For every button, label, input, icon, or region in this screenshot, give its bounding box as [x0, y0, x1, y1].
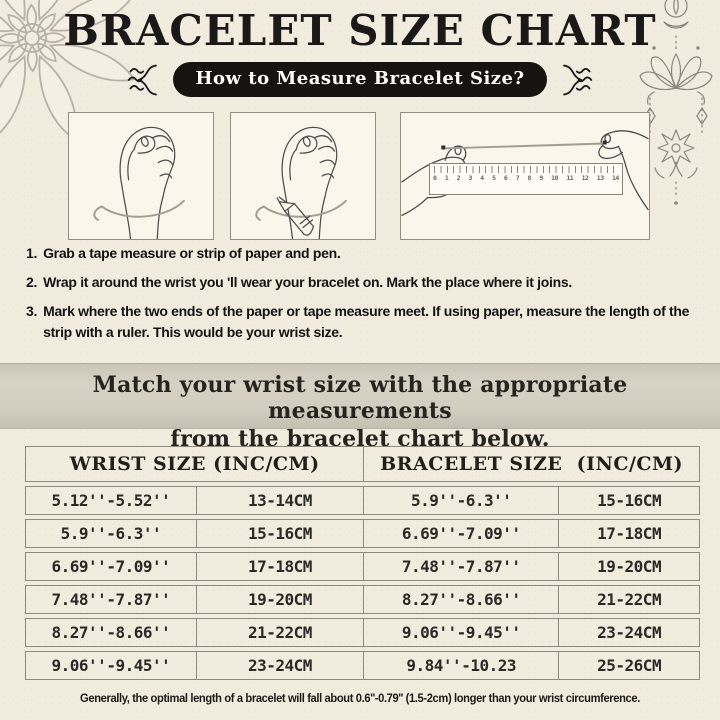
- flourish-left-icon: [128, 64, 158, 95]
- ruler-number: 2: [456, 174, 461, 182]
- footnote: Generally, the optimal length of a brace…: [80, 691, 640, 705]
- wrist-cm-cell: 19-20CM: [195, 585, 364, 614]
- bracelet-cm-cell: 17-18CM: [558, 519, 700, 548]
- ruler-number: 11: [566, 174, 574, 182]
- bracelet-inch-cell: 7.48''-7.87'': [363, 552, 559, 581]
- mark-pen-illustration: [230, 112, 376, 240]
- ruler-number: 8: [527, 174, 532, 182]
- table-row: 5.9''-6.3'' 15-16CM 6.69''-7.09'' 17-18C…: [25, 519, 700, 548]
- instruction-text: Grab a tape measure or strip of paper an…: [43, 245, 341, 261]
- wrist-inch-cell: 6.69''-7.09'': [25, 552, 196, 581]
- wrist-inch-cell: 9.06''-9.45'': [25, 651, 196, 680]
- bracelet-inch-cell: 9.84''-10.23: [363, 651, 559, 680]
- banner-line-1: Match your wrist size with the appropria…: [92, 372, 628, 424]
- wrist-cm-cell: 23-24CM: [195, 651, 364, 680]
- wrist-cm-cell: 13-14CM: [195, 486, 364, 515]
- bracelet-cm-cell: 21-22CM: [558, 585, 700, 614]
- bracelet-inch-cell: 8.27''-8.66'': [363, 585, 559, 614]
- instruction-text: Wrap it around the wrist you 'll wear yo…: [43, 274, 572, 290]
- wrist-cm-cell: 21-22CM: [195, 618, 364, 647]
- table-row: 9.06''-9.45'' 23-24CM 9.84''-10.23 25-26…: [25, 651, 700, 680]
- measure-illustrations: 0 1 2 3 4 5 6 7 8 9 10 11 12 13 14: [0, 112, 720, 240]
- bracelet-cm-cell: 25-26CM: [558, 651, 700, 680]
- bracelet-cm-cell: 23-24CM: [558, 618, 700, 647]
- ruler-number: 1: [444, 174, 449, 182]
- ruler-number: 10: [551, 174, 558, 182]
- ruler-number: 0: [433, 174, 437, 182]
- banner-line-2: from the bracelet chart below.: [170, 426, 550, 452]
- ruler-number: 5: [492, 174, 496, 182]
- size-table: WRIST SIZE (INC/CM) BRACELET SIZE (INC/C…: [25, 442, 700, 684]
- instruction-number: 2.: [26, 274, 38, 290]
- page-title: BRACELET SIZE CHART: [63, 6, 657, 55]
- table-row: 7.48''-7.87'' 19-20CM 8.27''-8.66'' 21-2…: [25, 585, 700, 614]
- bracelet-inch-cell: 9.06''-9.45'': [363, 618, 559, 647]
- wrist-inch-cell: 5.9''-6.3'': [25, 519, 196, 548]
- ruler-number: 4: [480, 174, 484, 182]
- ruler-numbers: 0 1 2 3 4 5 6 7 8 9 10 11 12 13 14: [430, 173, 622, 182]
- table-header-row: WRIST SIZE (INC/CM) BRACELET SIZE (INC/C…: [25, 446, 700, 482]
- wrist-cm-cell: 15-16CM: [195, 519, 364, 548]
- instruction-item: 3. Mark where the two ends of the paper …: [26, 301, 698, 343]
- ruler-number: 9: [539, 174, 543, 182]
- wrist-inch-cell: 5.12''-5.52'': [25, 486, 196, 515]
- hand-wrap-icon: [93, 126, 185, 239]
- instruction-text: Mark where the two ends of the paper or …: [43, 303, 690, 340]
- bracelet-inch-cell: 5.9''-6.3'': [363, 486, 559, 515]
- table-header-bracelet: BRACELET SIZE (INC/CM): [363, 446, 700, 482]
- wrap-wrist-illustration: [68, 112, 214, 240]
- ruler-number: 6: [503, 174, 508, 182]
- ruler-number: 14: [612, 174, 619, 182]
- wrist-inch-cell: 7.48''-7.87'': [25, 585, 196, 614]
- wrist-cm-cell: 17-18CM: [195, 552, 364, 581]
- ruler: 0 1 2 3 4 5 6 7 8 9 10 11 12 13 14: [429, 163, 623, 195]
- table-row: 8.27''-8.66'' 21-22CM 9.06''-9.45'' 23-2…: [25, 618, 700, 647]
- table-row: 5.12''-5.52'' 13-14CM 5.9''-6.3'' 15-16C…: [25, 486, 700, 515]
- hand-pen-icon: [255, 126, 347, 239]
- instruction-number: 3.: [26, 303, 38, 319]
- ruler-number: 7: [515, 174, 520, 182]
- bracelet-inch-cell: 6.69''-7.09'': [363, 519, 559, 548]
- ruler-number: 13: [596, 174, 604, 182]
- ruler-number: 12: [581, 174, 589, 182]
- how-to-measure-badge: How to Measure Bracelet Size?: [173, 62, 547, 97]
- table-row: 6.69''-7.09'' 17-18CM 7.48''-7.87'' 19-2…: [25, 552, 700, 581]
- flourish-right-icon: [562, 64, 592, 95]
- table-header-wrist: WRIST SIZE (INC/CM): [25, 446, 364, 482]
- badge-row: How to Measure Bracelet Size?: [0, 62, 720, 97]
- bracelet-cm-cell: 15-16CM: [558, 486, 700, 515]
- instructions-list: 1. Grab a tape measure or strip of paper…: [26, 243, 698, 351]
- instruction-item: 2. Wrap it around the wrist you 'll wear…: [26, 272, 698, 293]
- instruction-number: 1.: [26, 245, 38, 261]
- bracelet-cm-cell: 19-20CM: [558, 552, 700, 581]
- ruler-measure-illustration: 0 1 2 3 4 5 6 7 8 9 10 11 12 13 14: [400, 112, 650, 240]
- match-banner: Match your wrist size with the appropria…: [0, 363, 720, 452]
- ruler-number: 3: [468, 174, 472, 182]
- hands-ruler-icon: [401, 130, 649, 217]
- wrist-inch-cell: 8.27''-8.66'': [25, 618, 196, 647]
- instruction-item: 1. Grab a tape measure or strip of paper…: [26, 243, 698, 264]
- ruler-ticks: [434, 166, 618, 173]
